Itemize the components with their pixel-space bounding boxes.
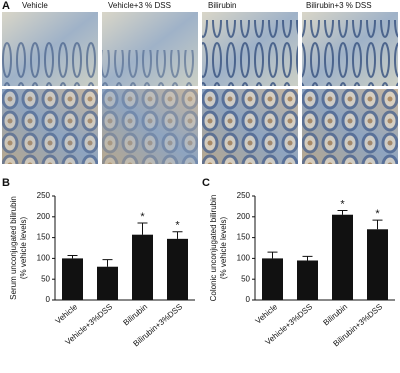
x-tick-label: Vehicle xyxy=(254,302,280,326)
bar xyxy=(97,266,118,300)
error-bar xyxy=(67,254,78,259)
error-bar xyxy=(267,251,278,259)
y-tick-label: 250 xyxy=(37,191,51,200)
error-bar xyxy=(137,222,148,235)
column-label: Vehicle+3 % DSS xyxy=(108,1,171,10)
bar xyxy=(262,258,283,300)
bar xyxy=(332,214,353,300)
significance-marker: * xyxy=(375,208,380,220)
error-bar xyxy=(372,219,383,230)
y-axis-label: Colonic unconjugated bilirubin xyxy=(209,195,218,302)
bar xyxy=(167,238,188,300)
y-tick-label: 50 xyxy=(41,274,50,283)
error-bar xyxy=(172,231,183,239)
micrographs xyxy=(2,12,398,164)
error-bar xyxy=(102,259,113,267)
y-axis-label: Serum unconjugated bilirubin xyxy=(9,196,18,300)
column-label: Bilirubin xyxy=(208,1,236,10)
y-tick-label: 0 xyxy=(246,295,251,304)
y-tick-label: 150 xyxy=(237,233,251,242)
bar xyxy=(62,258,83,300)
y-tick-label: 50 xyxy=(241,274,250,283)
y-tick-label: 150 xyxy=(37,233,51,242)
significance-marker: * xyxy=(340,198,345,210)
panel-label: A xyxy=(2,0,10,12)
significance-marker: * xyxy=(175,220,180,232)
x-tick-label: Vehicle xyxy=(54,302,80,326)
y-tick-label: 250 xyxy=(237,191,251,200)
panel-a: A Vehicle Vehicle+3 % DSS Bilirubin Bili… xyxy=(2,0,398,164)
error-bar xyxy=(302,255,313,261)
y-tick-label: 200 xyxy=(37,212,51,221)
y-tick-label: 0 xyxy=(46,295,51,304)
y-axis-label: (% vehicle levels) xyxy=(19,217,28,280)
bar xyxy=(132,234,153,300)
panel-label: C xyxy=(202,177,210,189)
y-tick-label: 100 xyxy=(237,254,251,263)
y-tick-label: 200 xyxy=(237,212,251,221)
x-tick-label: Bilirubin xyxy=(122,302,150,327)
panel-label: B xyxy=(2,177,10,189)
column-label: Vehicle xyxy=(22,1,48,10)
column-label: Bilirubin+3 % DSS xyxy=(306,1,372,10)
bar xyxy=(367,229,388,300)
x-tick-label: Bilirubin xyxy=(322,302,350,327)
error-bar xyxy=(337,210,348,215)
y-tick-label: 100 xyxy=(37,254,51,263)
significance-marker: * xyxy=(140,211,145,223)
y-axis-label: (% vehicle levels) xyxy=(219,217,228,280)
bar xyxy=(297,260,318,300)
